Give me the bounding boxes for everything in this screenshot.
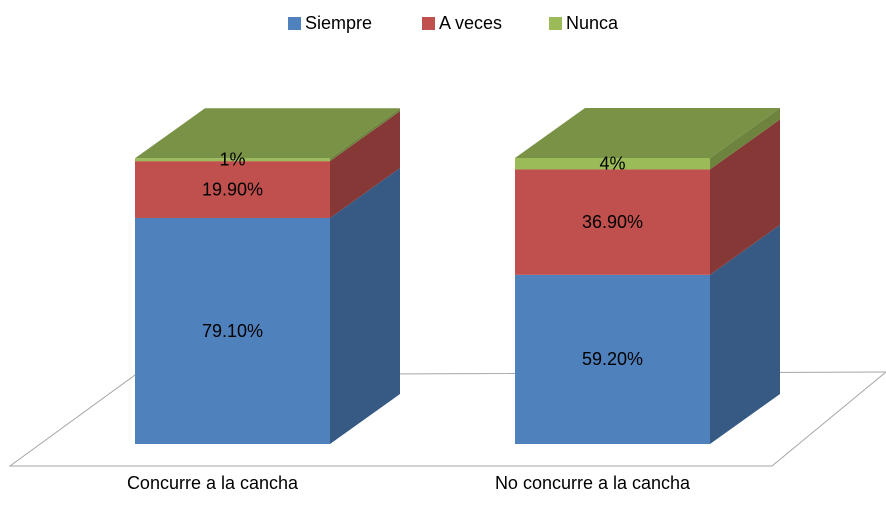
value-label: 19.90%: [202, 179, 263, 199]
value-label: 1%: [219, 149, 245, 169]
bar-segment: [135, 218, 330, 444]
bar-segment: [515, 158, 710, 170]
bar-segment: [135, 161, 330, 218]
legend-label: Siempre: [305, 13, 372, 33]
bar-segment: [515, 274, 710, 444]
floor: [8, 371, 886, 467]
legend-swatch: [288, 17, 301, 30]
bar-top: [515, 108, 780, 158]
x-tick-label: No concurre a la cancha: [495, 473, 691, 493]
legend-label: Nunca: [566, 13, 619, 33]
value-label: 36.90%: [582, 212, 643, 232]
bar-side: [330, 108, 400, 162]
legend-label: A veces: [439, 13, 502, 33]
value-label: 4%: [599, 153, 625, 173]
value-label: 79.10%: [202, 321, 263, 341]
bar-side: [330, 168, 400, 444]
bar-segment: [515, 169, 710, 275]
bar-side: [710, 119, 780, 275]
bar-top: [135, 108, 400, 159]
legend-swatch: [422, 17, 435, 30]
bar-segment: [135, 158, 330, 162]
bar-side: [710, 108, 780, 170]
bar-side: [330, 111, 400, 218]
legend-swatch: [549, 17, 562, 30]
x-tick-label: Concurre a la cancha: [127, 473, 299, 493]
bar-side: [710, 224, 780, 444]
value-label: 59.20%: [582, 349, 643, 369]
